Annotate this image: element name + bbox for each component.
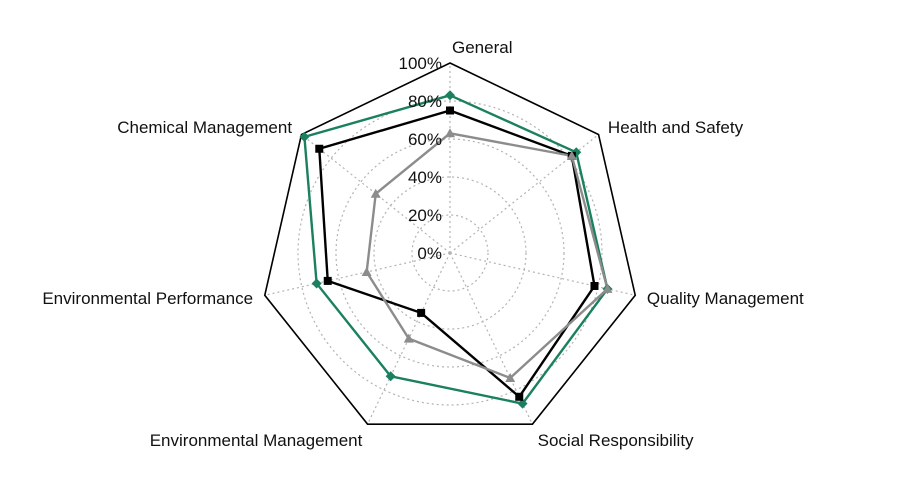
- marker-series-0-point-0: [445, 90, 455, 101]
- marker-series-0-point-6: [299, 131, 310, 142]
- axis-label-6: Chemical Management: [117, 118, 292, 137]
- series-line-1: [318, 109, 596, 399]
- spoke-2: [449, 252, 636, 296]
- spoke-1: [449, 134, 599, 254]
- axis-label-1: Health and Safety: [608, 118, 744, 137]
- spoke-3: [449, 252, 533, 425]
- marker-series-0-point-5: [311, 278, 322, 289]
- gridline-circle-40: [373, 176, 527, 330]
- tick-label-40: 40%: [408, 168, 442, 187]
- marker-series-2-point-1: [566, 150, 577, 160]
- marker-series-2-point-0: [445, 128, 455, 138]
- spoke-4: [367, 252, 451, 425]
- gridline-circle-20: [411, 214, 489, 292]
- marker-series-1-point-5: [323, 276, 332, 285]
- axis-label-4: Environmental Management: [150, 431, 363, 450]
- marker-series-1-point-0: [446, 106, 454, 115]
- series-layer: [303, 94, 609, 405]
- label-layer: 0% 20% 40% 60% 80% 100% General Health and Safe…: [42, 38, 804, 450]
- marker-series-0-point-4: [385, 371, 396, 382]
- marker-series-2-point-6: [370, 188, 381, 198]
- spoke-5: [264, 252, 451, 296]
- marker-series-1-point-6: [315, 144, 324, 153]
- axis-label-5: Environmental Performance: [42, 289, 253, 308]
- tick-label-100: 100%: [399, 54, 442, 73]
- marker-series-2-point-3: [505, 372, 516, 382]
- marker-series-2-point-2: [602, 283, 613, 293]
- outer-frame: [263, 62, 637, 425]
- grid-layer: [263, 62, 637, 425]
- marker-series-2-point-4: [403, 333, 414, 343]
- tick-label-60: 60%: [408, 130, 442, 149]
- marker-series-0-point-3: [517, 398, 528, 409]
- marker-series-2-point-5: [361, 267, 372, 277]
- marker-layer: [299, 90, 613, 409]
- axis-label-0: General: [452, 38, 512, 57]
- tick-label-80: 80%: [408, 92, 442, 111]
- marker-series-1-point-3: [515, 392, 524, 401]
- marker-series-1-point-4: [417, 308, 426, 317]
- axis-label-3: Social Responsibility: [538, 431, 694, 450]
- axis-label-2: Quality Management: [647, 289, 804, 308]
- gridline-circle-60: [335, 138, 565, 368]
- series-line-0: [303, 94, 609, 405]
- tick-label-0: 0%: [417, 244, 442, 263]
- marker-series-1-point-2: [590, 281, 599, 290]
- tick-label-20: 20%: [408, 206, 442, 225]
- series-line-2: [365, 132, 609, 380]
